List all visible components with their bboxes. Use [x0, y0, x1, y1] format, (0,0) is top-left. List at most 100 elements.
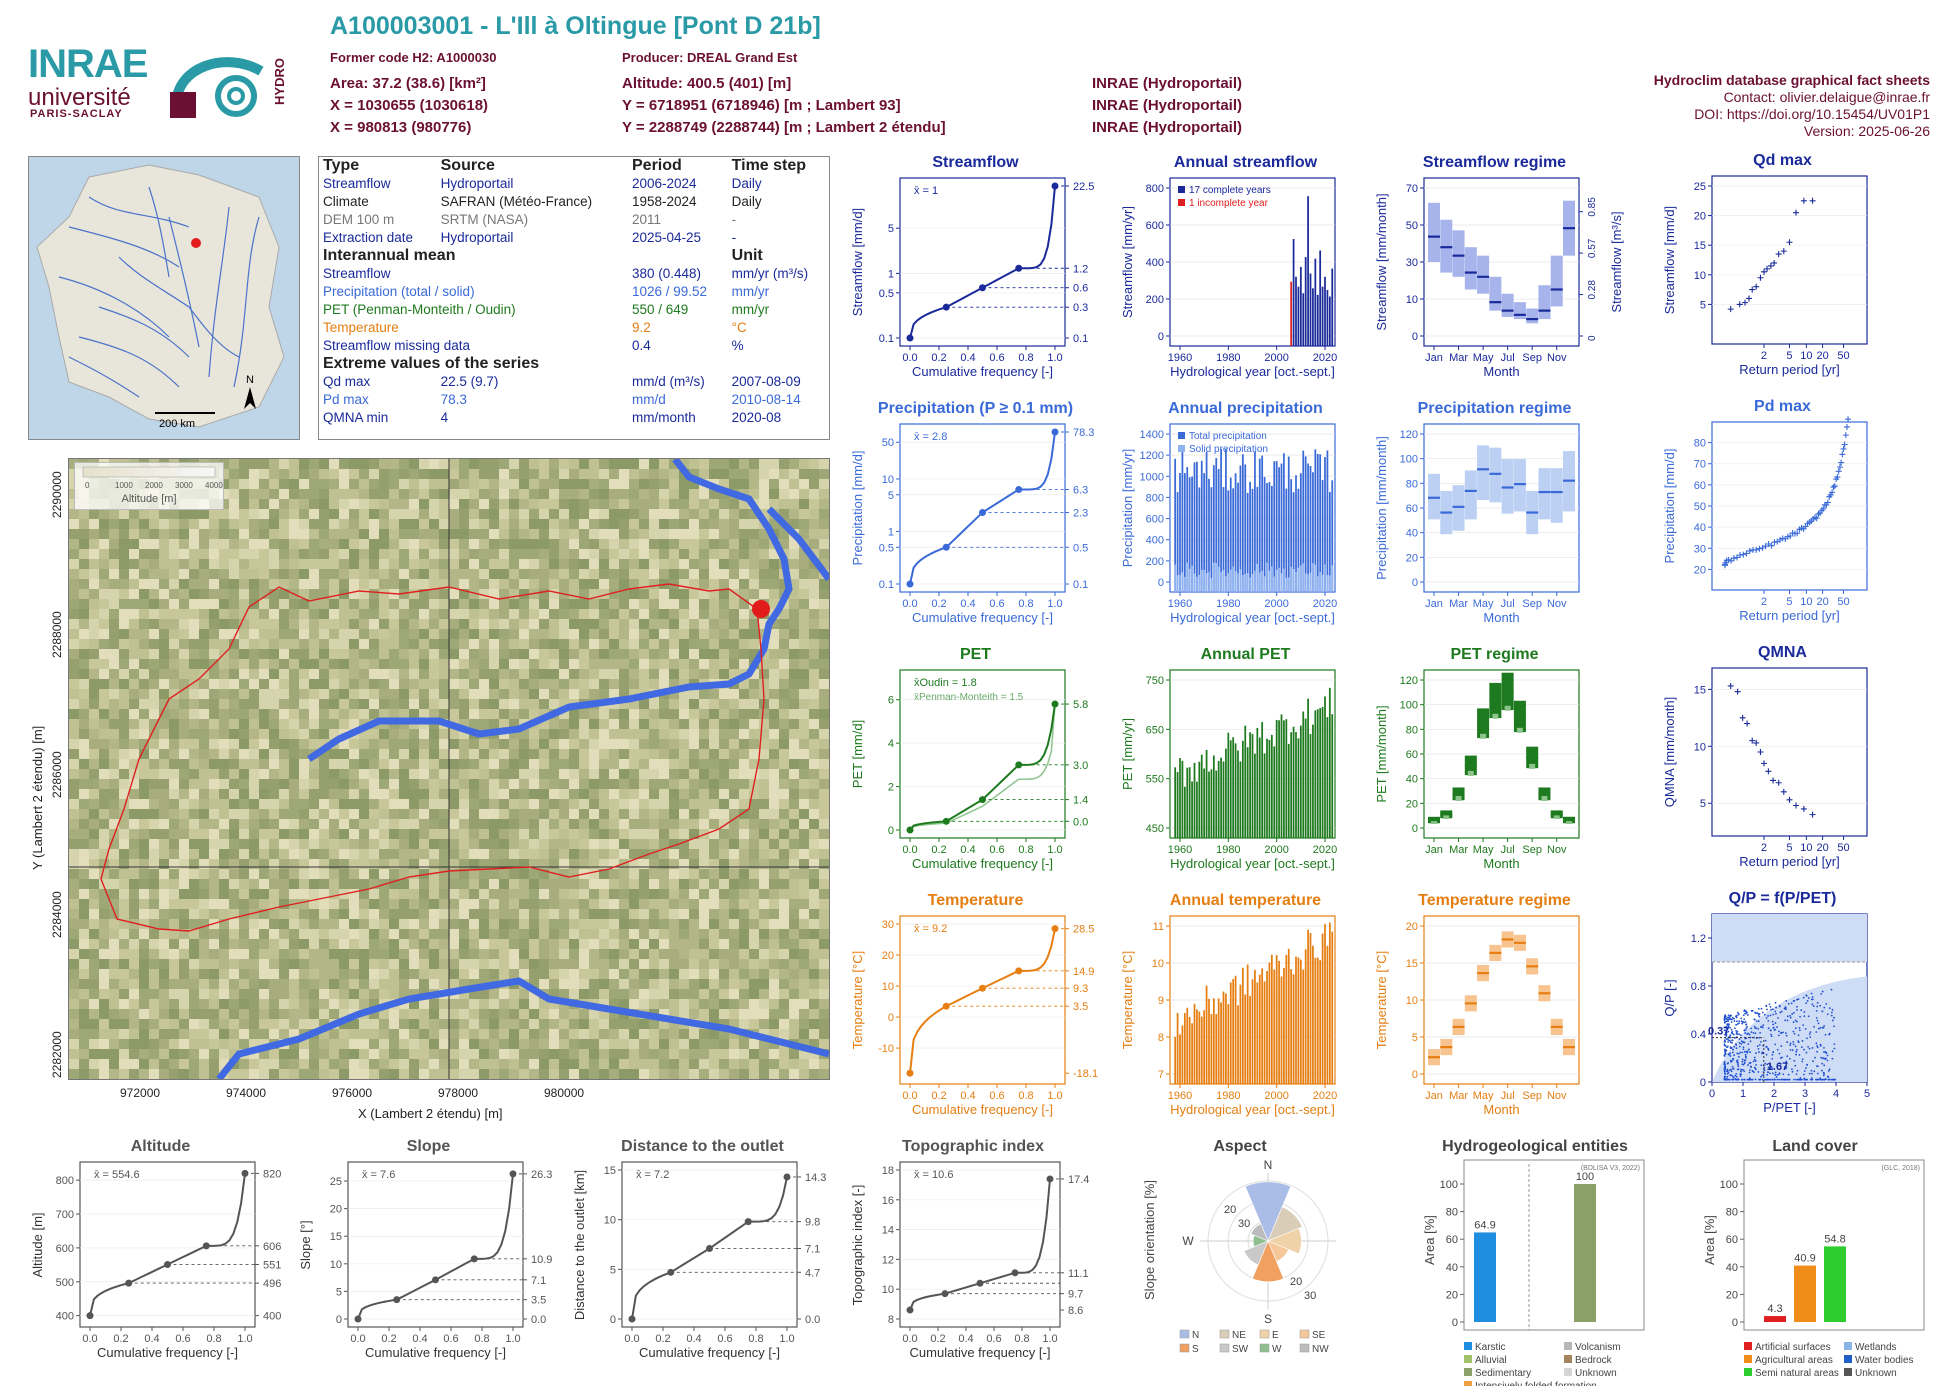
- pet_regime-xtick: May: [1473, 844, 1494, 856]
- annual_precipitation-solid-bar: [1263, 576, 1266, 592]
- annual_precipitation-solid-bar: [1174, 564, 1177, 592]
- annual_precipitation-solid-bar: [1198, 574, 1201, 592]
- annual_precipitation-solid-bar: [1331, 565, 1334, 592]
- qp-point: [1727, 1062, 1730, 1064]
- mean-row: PET (Penman-Monteith / Oudin) 550 / 649 mm…: [319, 301, 829, 319]
- mean-cell: mm/yr: [731, 302, 770, 317]
- hydro-logo-icon: [170, 57, 264, 118]
- annual_precipitation-bar: [1183, 473, 1186, 592]
- annual_precipitation-solid-bar: [1307, 574, 1309, 592]
- qp-point: [1797, 998, 1800, 1000]
- qp-point: [1799, 1077, 1802, 1079]
- qp-point: [1753, 1018, 1756, 1021]
- map-xtick: 974000: [226, 1086, 267, 1100]
- annual_temperature-bar: [1179, 1034, 1181, 1084]
- extreme-row: Pd max 78.3 mm/d 2010-08-14: [319, 391, 829, 409]
- precipitation-ytick: 50: [882, 437, 894, 449]
- source-cell: 1958-2024: [632, 194, 697, 209]
- annual_streamflow-bar: [1292, 238, 1295, 346]
- qp-point: [1752, 1060, 1755, 1063]
- qp-point: [1729, 1017, 1732, 1020]
- annual_pet-xtick: 2000: [1264, 844, 1288, 856]
- pet-mean-label-2: x̄Penman-Monteith = 1.5: [914, 692, 1024, 703]
- header-source: Source: [440, 157, 495, 174]
- pet_regime-pm-mark: [1443, 813, 1450, 819]
- annual_streamflow-bar: [1299, 266, 1302, 346]
- aspect-sector: [1243, 1240, 1269, 1266]
- pd_max-point: [1842, 432, 1849, 439]
- qp-point: [1822, 1074, 1825, 1077]
- qp-point: [1754, 1067, 1757, 1070]
- qp-point: [1786, 1015, 1789, 1018]
- streamflow_regime-ytick: 50: [1406, 220, 1418, 232]
- slope-ylabel: Slope [°]: [298, 1219, 313, 1270]
- qp-point: [1730, 1021, 1733, 1023]
- streamflow-right-tick: 22.5: [1073, 181, 1094, 193]
- qp-point: [1768, 1072, 1771, 1075]
- page-title: A100003001 - L'Ill à Oltingue [Pont D 21…: [330, 12, 821, 40]
- qp-point: [1731, 1075, 1734, 1078]
- qmna-point: [1739, 714, 1746, 721]
- landcover-legend-item: Unknown: [1855, 1368, 1897, 1379]
- distance-mean-label: x̄ = 7.2: [636, 1169, 669, 1181]
- qp-point: [1796, 1069, 1799, 1072]
- distance-xtick: 0.8: [748, 1333, 763, 1345]
- qp-point: [1830, 1014, 1833, 1017]
- qp-point: [1769, 1065, 1772, 1068]
- qp-point: [1833, 1043, 1836, 1045]
- qp-point: [1798, 1054, 1801, 1056]
- mean-row: Streamflow missing data 0.4%: [319, 337, 829, 355]
- map-ytick: 2286000: [50, 751, 64, 798]
- qp-point: [1805, 1067, 1807, 1069]
- annual_streamflow-title: Annual streamflow: [1173, 154, 1318, 171]
- annual_precipitation-bar: [1319, 454, 1322, 592]
- qp-point: [1731, 1051, 1734, 1054]
- qp-point: [1729, 1026, 1732, 1029]
- qmna-xlabel: Return period [yr]: [1739, 854, 1840, 869]
- temperature_regime-xtick: Sep: [1522, 1090, 1542, 1102]
- qd_max-xlabel: Return period [yr]: [1739, 362, 1840, 377]
- source-row: Extraction date Hydroportail 2025-04-25 -: [319, 229, 829, 247]
- qp-point: [1724, 1064, 1726, 1066]
- qp-ytick: 0: [1700, 1077, 1706, 1089]
- annual_temperature-bar: [1316, 957, 1319, 1084]
- precipitation-xtick: 0.0: [902, 598, 917, 610]
- qp-point: [1738, 1052, 1740, 1055]
- qp-point: [1794, 1064, 1797, 1067]
- qd_max-ylabel: Streamflow [mm/d]: [1662, 205, 1677, 315]
- qp-point: [1780, 1031, 1783, 1034]
- qp-point: [1789, 1042, 1792, 1045]
- inrae-logo: INRAE: [28, 42, 148, 86]
- qd_max-point: [1749, 286, 1756, 293]
- annual_pet-bar: [1273, 746, 1276, 838]
- precipitation_regime-ylabel: Precipitation [mm/month]: [1374, 436, 1389, 580]
- qp-point: [1771, 1072, 1774, 1075]
- altitude-xtick: 0.0: [82, 1333, 97, 1345]
- qd_max-point: [1780, 248, 1787, 255]
- annual_temperature-bar: [1307, 929, 1309, 1084]
- qp-point: [1767, 1049, 1770, 1051]
- landcover-ytick: 80: [1726, 1207, 1738, 1219]
- streamflow_regime-box: [1452, 230, 1465, 277]
- annual_precipitation-solid-bar: [1295, 571, 1297, 592]
- pet-point: [906, 826, 914, 834]
- annual_precipitation-bar: [1212, 465, 1215, 592]
- qp-point: [1820, 1069, 1823, 1072]
- annual_temperature-bar: [1331, 931, 1334, 1084]
- annual_temperature-bar: [1285, 954, 1288, 1084]
- qp-point: [1773, 1078, 1776, 1081]
- qp-point: [1759, 1040, 1762, 1043]
- temperature-title: Temperature: [927, 892, 1024, 909]
- slope-right-tick: 7.1: [531, 1275, 546, 1287]
- pd_max-point: [1843, 423, 1850, 430]
- qp-point: [1816, 1019, 1819, 1022]
- annual_precipitation-bar: [1217, 469, 1220, 592]
- hydrogeo-value-label: 64.9: [1474, 1219, 1495, 1231]
- slope-plot: 0.0 0.2 0.4 0.6 0.8 1.0 0 5 10 15 20 25 26.3 10.9 7.1 3…: [330, 1161, 552, 1345]
- source-cell: -: [731, 230, 737, 245]
- qp-point: [1744, 1032, 1747, 1034]
- qp-point: [1772, 1013, 1775, 1016]
- qmna-point: [1757, 749, 1764, 755]
- qp-point: [1765, 1053, 1768, 1056]
- annual_pet-bar: [1309, 734, 1312, 838]
